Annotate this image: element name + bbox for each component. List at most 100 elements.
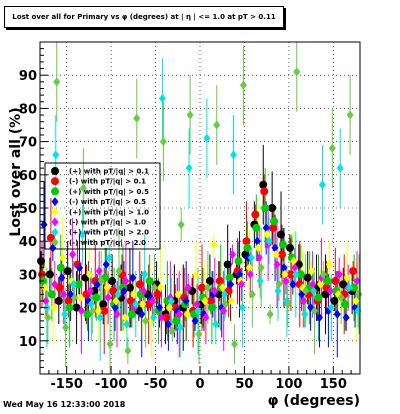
data-point	[46, 233, 55, 242]
data-point	[176, 323, 184, 333]
x-tick-label: 0	[195, 377, 204, 392]
data-point	[350, 283, 359, 292]
data-point	[263, 230, 271, 240]
data-point	[78, 230, 86, 240]
data-point	[319, 269, 327, 279]
data-point	[55, 283, 64, 292]
data-point	[90, 287, 99, 295]
data-point	[138, 309, 146, 319]
data-point	[45, 270, 54, 279]
data-point	[248, 289, 256, 299]
data-point	[174, 289, 182, 299]
data-point	[326, 286, 334, 296]
data-point	[76, 293, 84, 303]
data-point	[102, 259, 110, 269]
data-point	[349, 267, 358, 276]
data-point	[153, 290, 162, 299]
chart-title: Lost over all for Primary vs φ (degrees)…	[4, 6, 284, 28]
data-point	[254, 243, 262, 253]
data-point	[228, 296, 236, 306]
data-point	[339, 280, 348, 289]
data-point	[252, 223, 261, 232]
data-point	[127, 310, 136, 319]
legend-box	[44, 162, 161, 250]
data-point	[289, 279, 297, 289]
data-point	[195, 329, 203, 339]
data-point	[259, 180, 268, 189]
legend-marker	[51, 177, 59, 186]
data-point	[167, 296, 175, 306]
data-point	[165, 303, 173, 313]
legend-entry: (-) with pT/|q| > 2.0	[69, 239, 146, 248]
data-point	[64, 296, 73, 305]
data-point	[242, 237, 251, 246]
data-point	[186, 110, 194, 120]
data-point	[223, 260, 232, 269]
data-point	[60, 289, 68, 299]
data-point	[83, 310, 92, 319]
data-point	[257, 263, 265, 273]
data-point	[156, 283, 164, 293]
data-point	[159, 137, 167, 147]
data-point	[92, 293, 101, 302]
data-point	[204, 283, 212, 293]
y-tick-label: 60	[19, 169, 37, 184]
data-point	[56, 263, 65, 272]
data-point	[185, 163, 193, 173]
data-point	[309, 279, 317, 289]
data-point	[129, 273, 137, 283]
data-point	[103, 283, 111, 293]
data-point	[156, 303, 164, 313]
data-point	[355, 289, 363, 299]
data-point	[243, 243, 252, 252]
data-point	[352, 296, 360, 306]
data-point	[71, 293, 79, 303]
data-point	[256, 276, 264, 286]
data-point	[63, 267, 72, 276]
data-point	[341, 300, 350, 309]
data-point	[65, 303, 74, 312]
data-point	[130, 289, 138, 299]
data-point	[271, 243, 279, 253]
data-point	[126, 296, 135, 305]
data-point	[327, 303, 335, 313]
y-tick-label: 10	[19, 335, 37, 350]
data-point	[168, 326, 176, 336]
y-tick-label: 40	[19, 235, 37, 250]
legend-entry: (-) with pT/|q| > 1.0	[69, 219, 146, 228]
data-point	[234, 257, 243, 266]
data-point	[122, 276, 130, 286]
data-point	[194, 306, 202, 316]
y-tick-label: 30	[19, 268, 37, 283]
data-point	[112, 296, 120, 306]
data-point	[273, 259, 281, 269]
data-point	[203, 133, 211, 143]
data-point	[77, 306, 85, 316]
data-point	[231, 339, 239, 349]
data-point	[142, 316, 150, 326]
data-point	[47, 290, 56, 299]
data-point	[353, 276, 361, 286]
data-point	[206, 296, 215, 305]
data-point	[54, 296, 63, 305]
data-point	[70, 279, 78, 289]
data-point	[157, 313, 165, 323]
data-point	[293, 67, 301, 77]
data-point	[284, 299, 292, 309]
data-point	[162, 313, 171, 322]
data-point	[95, 266, 103, 276]
y-tick-label: 80	[19, 102, 37, 117]
y-tick-label: 90	[19, 69, 37, 84]
data-point	[286, 270, 295, 279]
data-point	[345, 283, 353, 293]
x-axis-ticks: -150 -100 -50 0 50 100 150	[39, 366, 361, 392]
data-point	[111, 303, 119, 313]
data-point	[106, 339, 114, 349]
data-point	[74, 280, 83, 289]
data-point	[260, 187, 269, 196]
legend-entry: (-) with pT/|q| > 0.5	[69, 198, 146, 207]
data-point	[247, 253, 255, 263]
data-point	[114, 289, 122, 299]
data-point	[85, 269, 93, 279]
legend-marker	[51, 197, 59, 207]
